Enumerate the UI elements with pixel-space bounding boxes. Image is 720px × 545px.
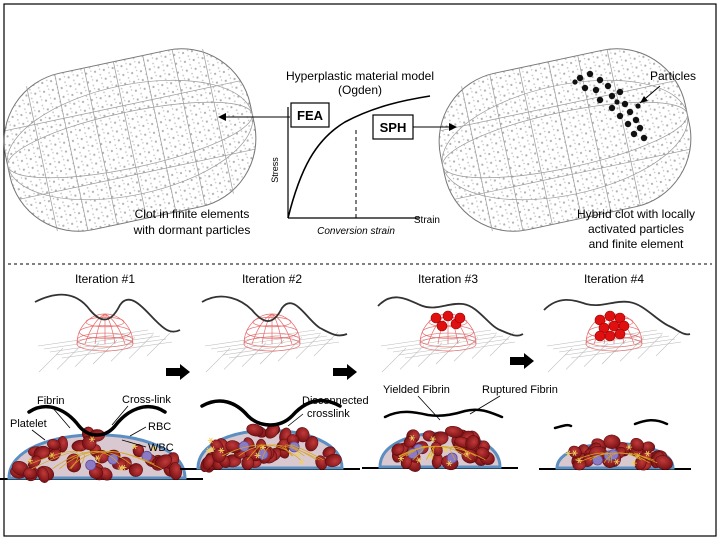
disconnected-label-line2: crosslink — [307, 408, 350, 420]
mesh-panel-1 — [34, 293, 181, 373]
stress-strain-plot: Stress Strain Conversion strain — [270, 95, 440, 237]
fibrin-network — [398, 445, 486, 461]
right-caption-line3: and finite element — [589, 237, 684, 251]
left-caption-line2: with dormant particles — [133, 223, 251, 237]
platelet-label: Platelet — [10, 418, 47, 430]
step-arrow-1 — [166, 364, 190, 380]
fea-label: FEA — [297, 108, 324, 123]
disconnected-label-line1: Disconnected — [302, 395, 369, 407]
rbc-label: RBC — [148, 421, 171, 433]
strain-axis-label: Strain — [414, 215, 440, 226]
wbc-label: WBC — [148, 442, 174, 454]
fibrin-fiber — [377, 296, 524, 337]
fibrin-fiber — [34, 293, 181, 333]
clot-iteration-1 — [0, 405, 203, 483]
mesh-hemisphere — [585, 313, 643, 352]
step-arrows — [166, 353, 534, 380]
conversion-strain-label: Conversion strain — [317, 226, 395, 237]
outer-frame — [3, 3, 717, 537]
step-arrow-2 — [333, 364, 357, 380]
clot-iteration-2 — [180, 398, 360, 473]
fibrin-fiber — [201, 295, 348, 337]
fibrin-fiber — [200, 398, 342, 427]
right-caption-line2: activated particles — [588, 222, 684, 236]
platelets — [26, 436, 158, 471]
sph-label: SPH — [380, 120, 407, 135]
particles-label: Particles — [650, 69, 696, 83]
iteration-1-label: Iteration #1 — [75, 272, 135, 286]
yielded-fibrin-label: Yielded Fibrin — [383, 384, 450, 396]
fibrin-network — [221, 444, 324, 461]
clot-iteration-4 — [539, 419, 691, 471]
rbc-cells — [391, 426, 495, 472]
model-title-line1: Hyperplastic material model — [286, 69, 434, 83]
cross-link-label: Cross-link — [122, 394, 171, 406]
fibrin-fiber — [543, 298, 691, 336]
mesh-panel-3 — [377, 296, 524, 373]
right-caption-line1: Hybrid clot with locally — [577, 207, 695, 221]
mesh-panels — [34, 293, 691, 373]
platelets — [398, 435, 470, 467]
hybrid-clot-cylinder — [438, 48, 692, 232]
iteration-3-label: Iteration #3 — [418, 272, 478, 286]
activated-particles-cluster — [572, 70, 648, 142]
step-arrow-3 — [510, 353, 534, 369]
ruptured-fibrin-label: Ruptured Fibrin — [482, 384, 558, 396]
model-title-line2: (Ogden) — [338, 83, 382, 97]
left-caption-line1: Clot in finite elements — [135, 207, 250, 221]
mesh-hemisphere — [76, 313, 134, 352]
fibrin-fiber — [553, 419, 669, 430]
ogden-curve — [287, 95, 431, 219]
mesh-panel-4 — [543, 298, 691, 373]
iteration-2-label: Iteration #2 — [242, 272, 302, 286]
iteration-4-label: Iteration #4 — [584, 272, 644, 286]
clot-iteration-3 — [362, 408, 518, 472]
platelets — [565, 444, 651, 466]
fibrin-network — [574, 452, 658, 464]
mesh-hemisphere — [243, 313, 301, 352]
clot-cross-sections — [0, 398, 691, 483]
fea-clot-cylinder — [3, 48, 257, 232]
fibrin-label: Fibrin — [37, 395, 65, 407]
fibrin-network — [29, 451, 162, 470]
fibrin-fiber — [383, 408, 504, 419]
mesh-panel-2 — [201, 295, 348, 373]
fea-box — [290, 102, 330, 128]
fibrin-fiber — [27, 405, 167, 437]
sph-box — [372, 114, 414, 140]
stress-axis-label: Stress — [270, 157, 280, 183]
